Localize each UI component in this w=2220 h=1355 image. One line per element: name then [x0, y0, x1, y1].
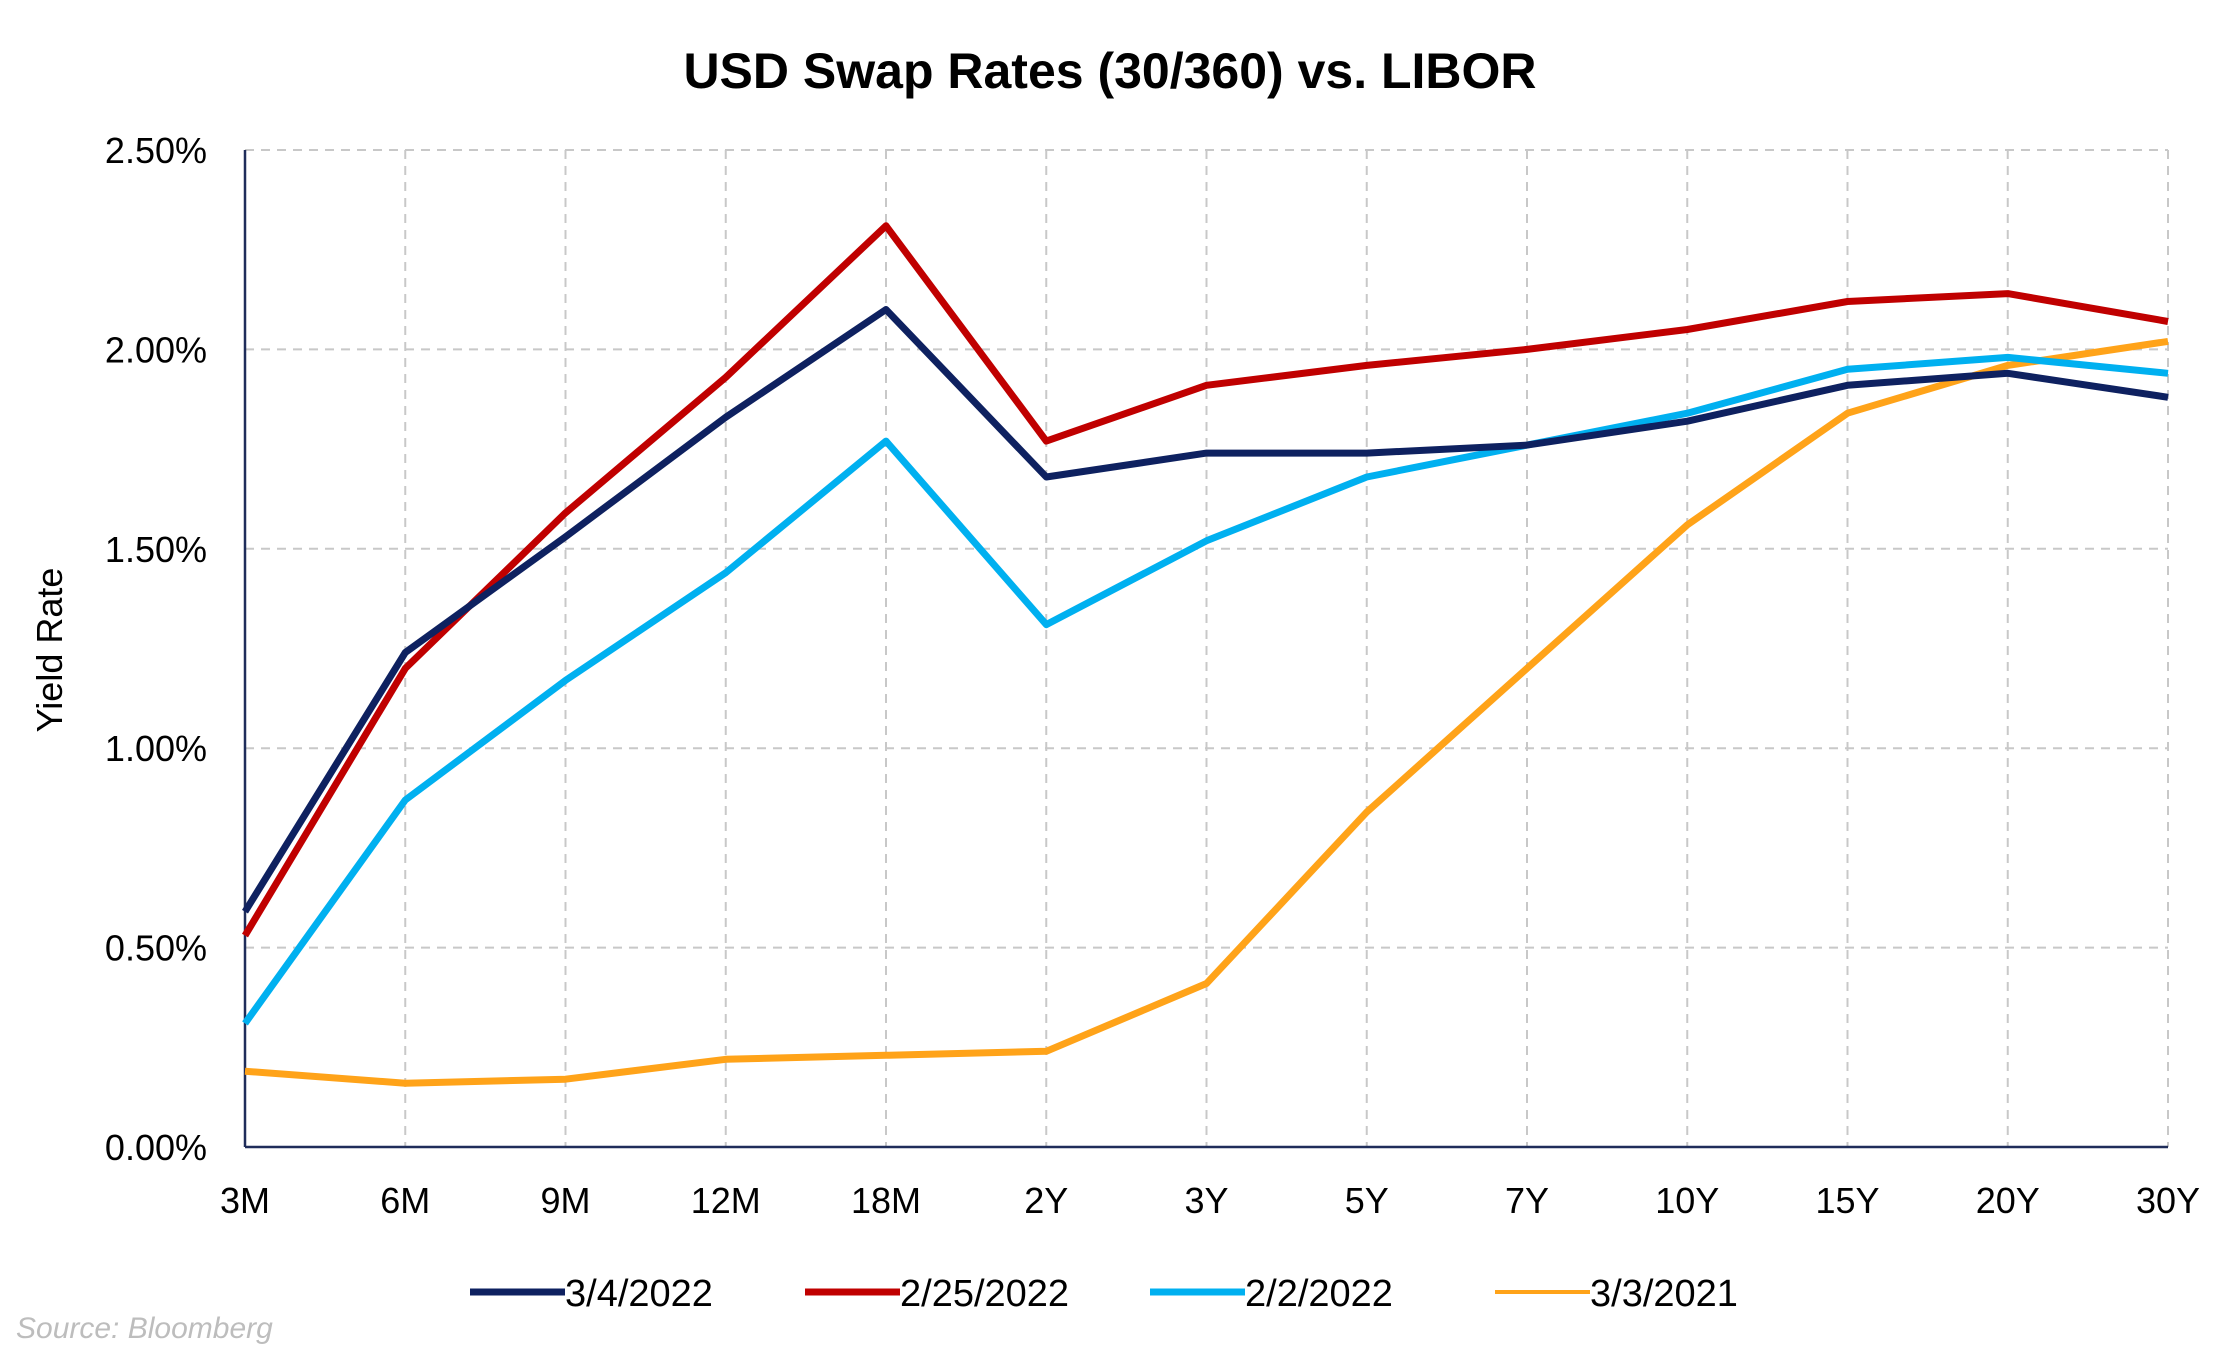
x-tick-label: 15Y — [1815, 1180, 1879, 1221]
x-tick-label: 30Y — [2136, 1180, 2200, 1221]
x-tick-label: 18M — [851, 1180, 921, 1221]
legend-label: 2/2/2022 — [1245, 1273, 1393, 1315]
source-note: Source: Bloomberg — [16, 1312, 273, 1345]
x-tick-label: 3M — [220, 1180, 270, 1221]
x-tick-label: 20Y — [1976, 1180, 2040, 1221]
y-tick-label: 1.50% — [105, 529, 207, 570]
y-tick-label: 0.50% — [105, 928, 207, 969]
y-axis-label: Yield Rate — [29, 568, 70, 733]
series-line-2 — [241, 222, 2169, 938]
legend-label: 2/25/2022 — [900, 1273, 1069, 1315]
series-line-4 — [244, 337, 2169, 1087]
legend-label: 3/3/2021 — [1590, 1273, 1738, 1315]
series-line-3 — [242, 353, 2169, 1026]
series-lines — [241, 222, 2169, 1087]
y-tick-labels: 0.00% 0.50% 1.00% 1.50% 2.00% 2.50% — [105, 130, 207, 1168]
y-tick-label: 0.00% — [105, 1127, 207, 1168]
legend-label: 3/4/2022 — [565, 1273, 713, 1315]
series-line-1 — [242, 306, 2169, 914]
chart-title: USD Swap Rates (30/360) vs. LIBOR — [683, 43, 1536, 99]
x-tick-label: 6M — [380, 1180, 430, 1221]
x-tick-labels: 3M 6M 9M 12M 18M 2Y 3Y 5Y 7Y 10Y 15Y 20Y 30Y — [220, 1180, 2200, 1221]
x-tick-label: 7Y — [1505, 1180, 1549, 1221]
x-tick-label: 5Y — [1345, 1180, 1389, 1221]
x-tick-label: 9M — [540, 1180, 590, 1221]
y-tick-label: 1.00% — [105, 728, 207, 769]
y-tick-label: 2.00% — [105, 329, 207, 370]
x-tick-label: 10Y — [1655, 1180, 1719, 1221]
y-tick-label: 2.50% — [105, 130, 207, 171]
x-tick-label: 12M — [691, 1180, 761, 1221]
x-tick-label: 3Y — [1184, 1180, 1228, 1221]
x-tick-label: 2Y — [1024, 1180, 1068, 1221]
axes — [243, 150, 2168, 1149]
legend: 3/4/2022 2/25/2022 2/2/2022 3/3/2021 — [470, 1273, 1738, 1315]
